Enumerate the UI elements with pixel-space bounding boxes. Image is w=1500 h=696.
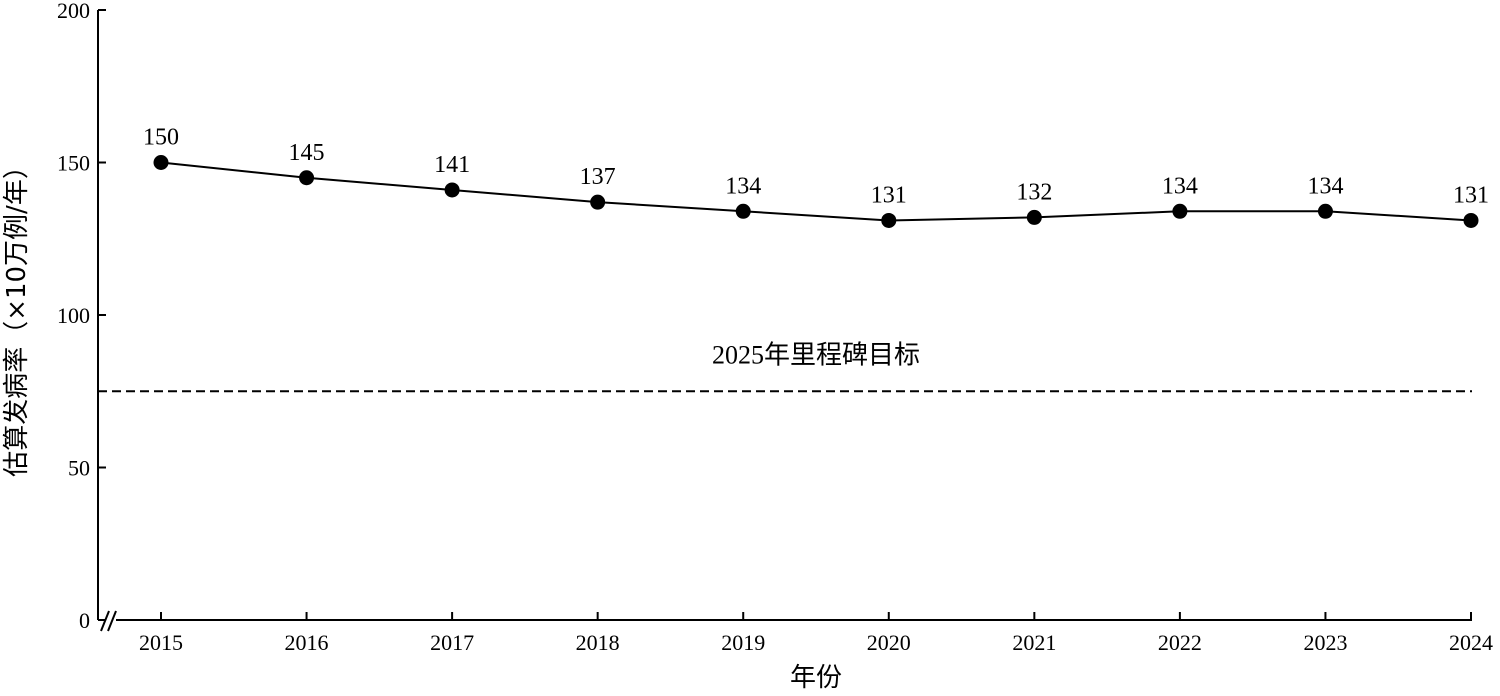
y-tick-label: 200 — [57, 0, 90, 23]
x-tick-label: 2016 — [285, 630, 329, 655]
data-point — [1463, 212, 1479, 228]
data-point — [590, 194, 606, 210]
series-line — [160, 161, 1472, 222]
data-label: 145 — [289, 140, 325, 166]
data-point — [735, 203, 751, 219]
series: 150 145 141 137 134 131 132 134 134 131 — [143, 125, 1489, 228]
data-point — [153, 155, 169, 170]
data-point — [1317, 203, 1333, 219]
data-label: 150 — [143, 125, 179, 151]
data-label: 134 — [725, 173, 761, 199]
x-tick-label: 2015 — [139, 630, 183, 655]
x-tick-label: 2022 — [1158, 630, 1202, 655]
data-label: 137 — [580, 164, 616, 190]
data-label: 131 — [871, 182, 907, 208]
data-label: 132 — [1016, 179, 1052, 205]
data-label: 141 — [434, 152, 470, 178]
data-point — [1172, 203, 1188, 219]
y-tick-label: 100 — [57, 303, 90, 328]
y-tick-label: 50 — [68, 456, 90, 481]
data-point — [1026, 209, 1042, 225]
y-ticks: 0 50 100 150 200 — [57, 0, 106, 633]
data-label: 134 — [1307, 173, 1343, 199]
x-axis-title: 年份 — [790, 663, 842, 691]
x-ticks: 2015 2016 2017 2018 2019 2020 2021 2022 2023 2024 — [139, 612, 1493, 655]
data-point — [299, 170, 315, 186]
reference-line-label: 2025年里程碑目标 — [712, 340, 920, 369]
x-tick-label: 2017 — [430, 630, 474, 655]
y-tick-label: 0 — [79, 608, 90, 633]
x-tick-label: 2023 — [1303, 630, 1347, 655]
x-tick-label: 2024 — [1449, 630, 1493, 655]
data-point — [444, 182, 460, 198]
axes — [97, 10, 1472, 632]
axis-break-slash — [107, 610, 117, 632]
data-label: 134 — [1162, 173, 1198, 199]
x-tick-label: 2021 — [1012, 630, 1056, 655]
data-label: 131 — [1453, 182, 1489, 208]
x-tick-label: 2018 — [576, 630, 620, 655]
reference-line-group: 2025年里程碑目标 — [98, 340, 1472, 393]
data-point — [881, 212, 897, 228]
x-tick-label: 2019 — [721, 630, 765, 655]
x-tick-label: 2020 — [867, 630, 911, 655]
y-axis-title: 估算发病率（×10万例/年） — [2, 153, 32, 477]
y-tick-label: 150 — [57, 151, 90, 176]
